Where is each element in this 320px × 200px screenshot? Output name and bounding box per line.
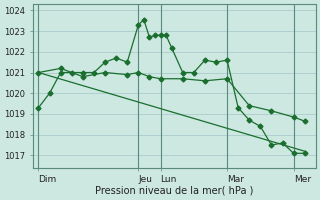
X-axis label: Pression niveau de la mer( hPa ): Pression niveau de la mer( hPa ) [95,186,253,196]
